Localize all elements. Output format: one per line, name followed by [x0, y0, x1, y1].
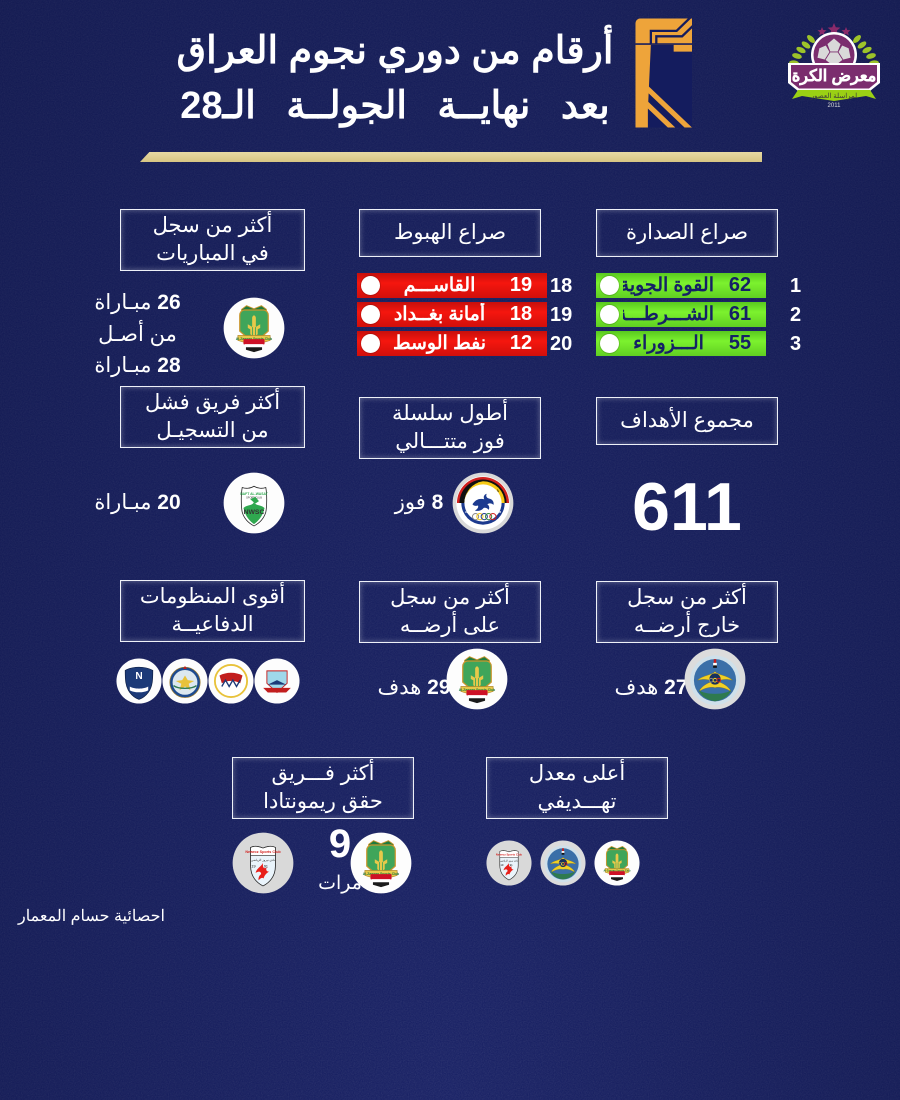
svg-text:لمراسلة العصور: لمراسلة العصور [810, 92, 857, 100]
svg-text:2011: 2011 [828, 103, 842, 109]
svg-text:معرض الكرة: معرض الكرة [792, 68, 876, 86]
